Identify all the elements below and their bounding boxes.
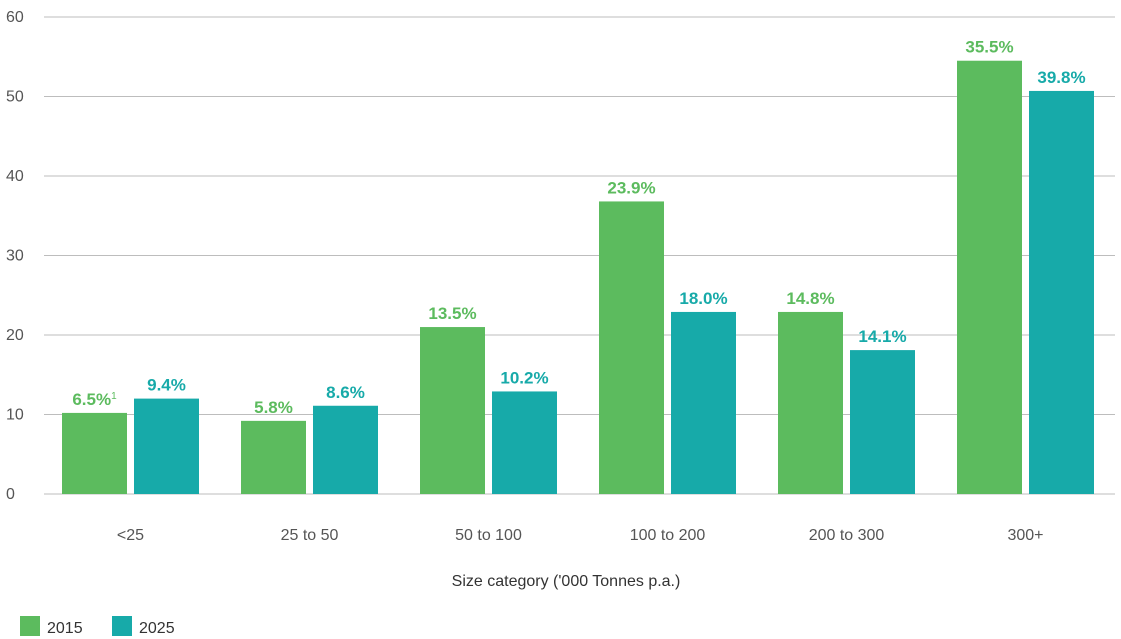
y-tick-label: 60 bbox=[6, 9, 24, 26]
legend-label-2015: 2015 bbox=[47, 620, 83, 637]
bar-2015-3 bbox=[599, 201, 664, 494]
x-axis-title: Size category ('000 Tonnes p.a.) bbox=[452, 573, 681, 590]
data-label-2025-2: 10.2% bbox=[500, 368, 548, 387]
data-label-2015-3: 23.9% bbox=[607, 178, 655, 197]
bar-2025-2 bbox=[492, 391, 557, 494]
legend-swatch-2015 bbox=[20, 616, 40, 636]
x-tick-label: 50 to 100 bbox=[455, 527, 522, 544]
data-label-2025-3: 18.0% bbox=[679, 289, 727, 308]
data-label-2015-4: 14.8% bbox=[786, 289, 834, 308]
bar-2025-0 bbox=[134, 398, 199, 494]
data-label-2025-1: 8.6% bbox=[326, 383, 365, 402]
x-axis-tick-labels: <25 25 to 50 50 to 100 100 to 200 200 to 300… bbox=[117, 527, 1044, 544]
y-tick-label: 20 bbox=[6, 327, 24, 344]
data-label-2015-1: 5.8% bbox=[254, 398, 293, 417]
data-label-2015-5: 35.5% bbox=[965, 38, 1013, 57]
bar-2015-5 bbox=[957, 60, 1022, 494]
x-tick-label: <25 bbox=[117, 527, 144, 544]
data-label-2025-4: 14.1% bbox=[858, 327, 906, 346]
legend-swatch-2025 bbox=[112, 616, 132, 636]
legend-label-2025: 2025 bbox=[139, 620, 175, 637]
y-tick-label: 50 bbox=[6, 89, 24, 106]
bar-2015-2 bbox=[420, 327, 485, 494]
x-tick-label: 100 to 200 bbox=[630, 527, 706, 544]
gridlines bbox=[44, 16, 1115, 495]
bar-2025-3 bbox=[671, 311, 736, 494]
bar-2025-5 bbox=[1029, 90, 1094, 494]
bars bbox=[62, 60, 1094, 494]
data-label-2015-2: 13.5% bbox=[428, 304, 476, 323]
bar-2015-1 bbox=[241, 420, 306, 494]
footnote-marker: 1 bbox=[111, 391, 117, 402]
y-tick-label: 40 bbox=[6, 168, 24, 185]
bar-2015-4 bbox=[778, 311, 843, 494]
x-tick-label: 200 to 300 bbox=[809, 527, 885, 544]
y-tick-label: 10 bbox=[6, 407, 24, 424]
x-tick-label: 25 to 50 bbox=[281, 527, 339, 544]
data-labels: 6.5%1 9.4% 5.8% 8.6% 13.5% 10.2% 23.9% 18.0% 14.… bbox=[72, 38, 1085, 417]
bar-2015-0 bbox=[62, 412, 127, 494]
y-tick-label: 30 bbox=[6, 248, 24, 265]
y-axis-tick-labels: 0 10 20 30 40 50 60 bbox=[6, 9, 24, 503]
legend: 2015 2025 bbox=[20, 616, 175, 637]
data-label-2015-0: 6.5%1 bbox=[72, 390, 117, 409]
x-tick-label: 300+ bbox=[1007, 527, 1043, 544]
bar-2025-1 bbox=[313, 405, 378, 494]
data-label-2025-5: 39.8% bbox=[1037, 68, 1085, 87]
data-label-2025-0: 9.4% bbox=[147, 376, 186, 395]
y-tick-label: 0 bbox=[6, 486, 15, 503]
bar-2025-4 bbox=[850, 350, 915, 494]
